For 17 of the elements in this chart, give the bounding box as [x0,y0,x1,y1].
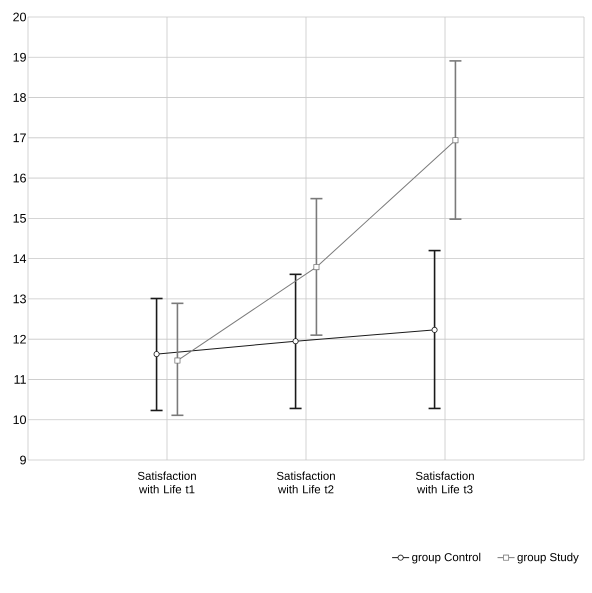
y-tick-label: 14 [14,254,26,263]
y-tick-label: 16 [14,174,26,182]
y-tick-label: 10 [14,415,26,424]
y-tick-label: 13 [14,294,26,304]
y-tick-label: 11 [14,375,26,384]
x-tick-label: Satisfaction with Life t1 [138,472,196,494]
y-tick-label: 19 [14,52,26,62]
y-tick-label: 17 [14,134,26,142]
legend-label: group Control [412,552,480,564]
y-tick-label: 20 [13,12,26,22]
legend-label: group Study [518,552,579,564]
y-tick-label: 9 [20,456,26,464]
x-tick-label: Satisfaction with Life t2 [276,472,335,494]
y-tick-label: 18 [14,93,26,102]
y-tick-label: 12 [14,334,26,344]
x-tick-label: Satisfaction with Life t3 [416,472,474,494]
y-tick-label: 15 [14,214,26,223]
